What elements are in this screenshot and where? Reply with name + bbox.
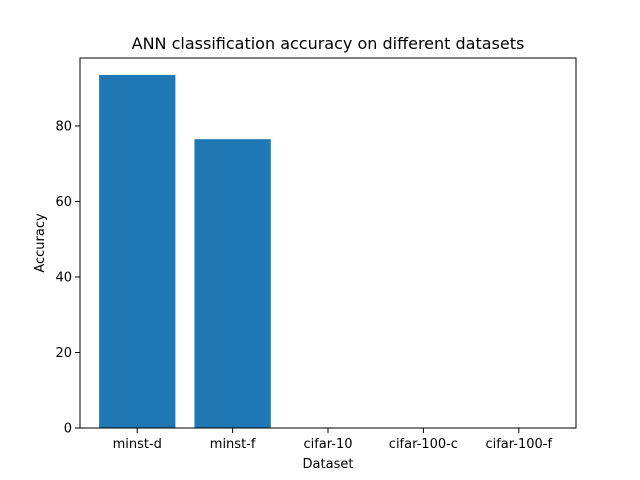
y-axis-label: Accuracy xyxy=(33,213,48,273)
x-tick-label: minst-d xyxy=(113,437,162,452)
bar-minst-f xyxy=(194,139,271,428)
bars-group xyxy=(99,74,271,428)
x-tick-label: cifar-100-f xyxy=(485,437,552,452)
chart-title: ANN classification accuracy on different… xyxy=(132,34,525,53)
y-axis: 0 20 40 60 80 xyxy=(55,119,80,437)
y-tick-label: 60 xyxy=(55,195,72,210)
x-axis: minst-d minst-f cifar-10 cifar-100-c cifar-1… xyxy=(113,428,552,452)
x-axis-label: Dataset xyxy=(303,457,354,472)
x-tick-label: cifar-100-c xyxy=(389,437,458,452)
y-tick-label: 0 xyxy=(64,422,72,437)
bar-minst-d xyxy=(99,74,176,428)
y-tick-label: 80 xyxy=(55,119,72,134)
y-tick-label: 40 xyxy=(55,270,72,285)
y-tick-label: 20 xyxy=(55,346,72,361)
x-tick-label: cifar-10 xyxy=(303,437,352,452)
x-tick-label: minst-f xyxy=(210,437,256,452)
